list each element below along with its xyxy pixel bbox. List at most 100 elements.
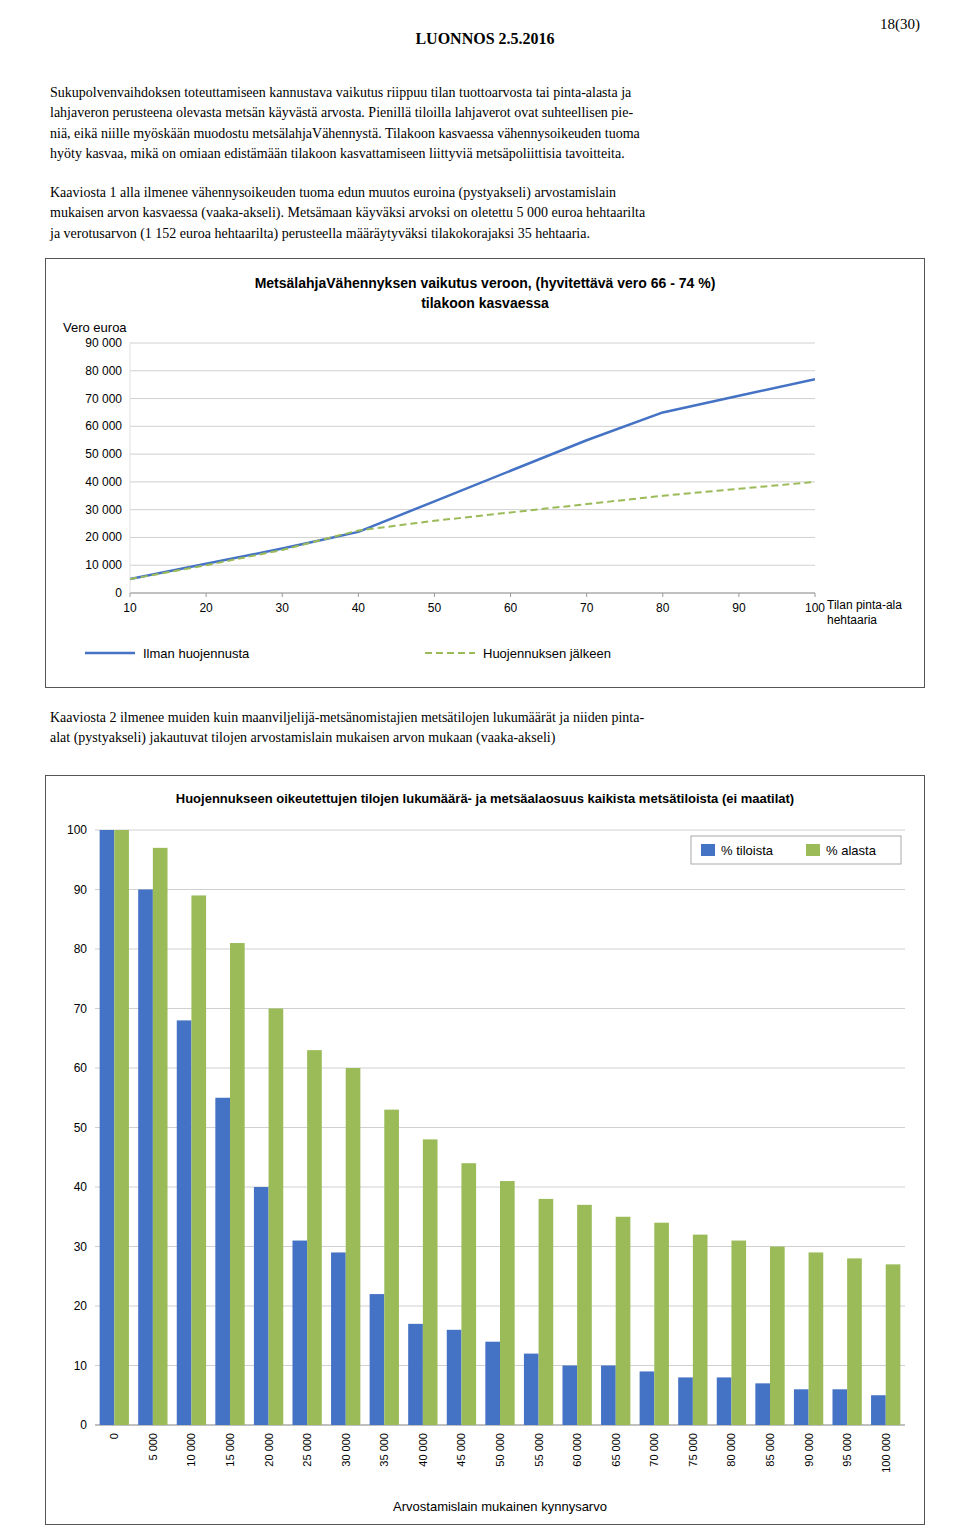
- bar: [138, 890, 153, 1426]
- y-tick-label: 80: [74, 942, 88, 956]
- y-tick-label: 40 000: [85, 475, 122, 489]
- y-tick-label: 50 000: [85, 447, 122, 461]
- bar: [770, 1247, 785, 1426]
- x-tick-label: 60: [504, 601, 518, 615]
- legend-label: % tiloista: [721, 843, 774, 858]
- bar: [215, 1098, 230, 1425]
- legend-label: % alasta: [826, 843, 877, 858]
- y-tick-label: 0: [115, 586, 122, 600]
- legend-label: Huojennuksen jälkeen: [483, 646, 611, 661]
- y-axis-label: Vero euroa: [63, 320, 127, 335]
- y-tick-label: 60: [74, 1061, 88, 1075]
- chart: Huojennukseen oikeutettujen tilojen luku…: [45, 775, 925, 1525]
- bar: [693, 1235, 708, 1425]
- grid-line: [130, 509, 815, 510]
- bar: [871, 1395, 886, 1425]
- x-tick: [130, 593, 131, 597]
- x-tick-label: 30 000: [340, 1433, 352, 1467]
- x-tick-label: 80: [656, 601, 670, 615]
- bar: [731, 1241, 746, 1425]
- x-axis-line: [130, 593, 815, 594]
- bar: [654, 1223, 669, 1425]
- bar: [153, 848, 168, 1425]
- bar: [577, 1205, 592, 1425]
- x-tick-label: 100: [805, 601, 825, 615]
- paragraph: Kaaviosta 2 ilmenee muiden kuin maanvilj…: [50, 708, 930, 749]
- bar: [346, 1068, 361, 1425]
- grid-line: [130, 454, 815, 455]
- x-tick-label: 30: [276, 601, 290, 615]
- x-tick-label: 70: [580, 601, 594, 615]
- grid-line: [130, 370, 815, 371]
- x-tick-label: 35 000: [378, 1433, 390, 1467]
- plot-area: [130, 379, 815, 579]
- grid-line: [95, 1068, 905, 1069]
- bar: [500, 1181, 515, 1425]
- x-tick-label: 50 000: [494, 1433, 506, 1467]
- x-tick-label: 80 000: [725, 1433, 737, 1467]
- x-tick: [586, 593, 587, 597]
- grid-line: [130, 481, 815, 482]
- chart-subtitle: tilakoon kasvaessa: [421, 295, 549, 311]
- bar: [601, 1366, 616, 1426]
- bar: [832, 1389, 847, 1425]
- y-tick-label: 20: [74, 1299, 88, 1313]
- x-axis-label: Tilan pinta-alahehtaaria: [827, 598, 902, 627]
- series-line: [130, 379, 815, 579]
- bar: [539, 1199, 554, 1425]
- legend-swatch: [425, 652, 475, 654]
- grid-line: [130, 565, 815, 566]
- grid-line: [130, 593, 815, 594]
- grid-line: [95, 889, 905, 890]
- y-tick-label: 90 000: [85, 336, 122, 350]
- page-number: 18(30): [880, 16, 920, 33]
- x-tick: [815, 593, 816, 597]
- y-tick-label: 70 000: [85, 392, 122, 406]
- chart-box: Huojennukseen oikeutettujen tilojen luku…: [45, 775, 925, 1525]
- bar: [408, 1324, 423, 1425]
- bar: [678, 1377, 693, 1425]
- bar: [254, 1187, 269, 1425]
- x-tick: [434, 593, 435, 597]
- y-tick-label: 100: [67, 823, 87, 837]
- y-tick-label: 30 000: [85, 503, 122, 517]
- bar: [114, 830, 129, 1425]
- x-tick-label: 5 000: [147, 1433, 159, 1461]
- grid-line: [95, 949, 905, 950]
- x-tick-label: 25 000: [301, 1433, 313, 1467]
- series-line: [130, 482, 815, 579]
- x-axis-label: Arvostamislain mukainen kynnysarvo: [393, 1499, 607, 1514]
- legend-swatch: [806, 844, 820, 856]
- chart-title: Huojennukseen oikeutettujen tilojen luku…: [176, 791, 794, 806]
- chart: MetsälahjaVähennyksen vaikutus veroon, (…: [45, 258, 925, 688]
- x-tick-label: 70 000: [648, 1433, 660, 1467]
- y-tick-label: 50: [74, 1121, 88, 1135]
- bar: [370, 1294, 385, 1425]
- y-tick-label: 30: [74, 1240, 88, 1254]
- bar: [562, 1366, 577, 1426]
- x-tick: [662, 593, 663, 597]
- grid-line: [95, 1008, 905, 1009]
- y-tick-label: 0: [80, 1418, 87, 1432]
- bar: [423, 1139, 438, 1425]
- y-tick-label: 60 000: [85, 419, 122, 433]
- bar: [847, 1258, 862, 1425]
- bar: [230, 943, 245, 1425]
- x-tick-label: 50: [428, 601, 442, 615]
- bar: [269, 1009, 284, 1426]
- paragraph: Kaaviosta 1 alla ilmenee vähennysoikeude…: [50, 183, 930, 244]
- bar: [524, 1354, 539, 1425]
- x-tick-label: 100 000: [880, 1433, 892, 1473]
- bar: [307, 1050, 322, 1425]
- bar: [616, 1217, 631, 1425]
- page-header: LUONNOS 2.5.2016: [50, 30, 920, 48]
- paragraph: Sukupolvenvaihdoksen toteuttamiseen kann…: [50, 83, 930, 164]
- bar: [640, 1371, 655, 1425]
- axes: 010203040506070809010005 00010 00015 000…: [67, 823, 905, 1473]
- x-tick-label: 95 000: [841, 1433, 853, 1467]
- x-tick: [206, 593, 207, 597]
- y-tick-label: 70: [74, 1002, 88, 1016]
- y-tick-label: 80 000: [85, 364, 122, 378]
- x-tick-label: 45 000: [455, 1433, 467, 1467]
- bar: [717, 1377, 732, 1425]
